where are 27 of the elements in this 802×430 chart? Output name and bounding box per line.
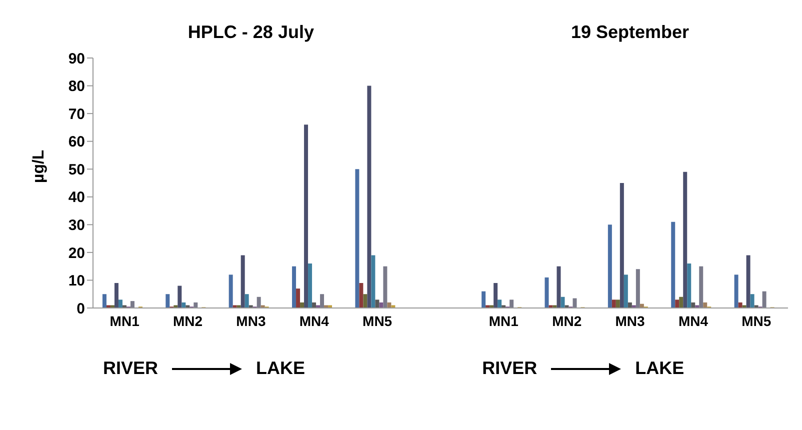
x-tick-label: MN5 <box>742 312 772 329</box>
y-tick-label: 90 <box>68 50 85 68</box>
x-tick-label: MN5 <box>362 312 392 329</box>
x-tick-label: MN3 <box>236 312 266 329</box>
y-tick-label: 30 <box>68 216 85 234</box>
x-tick-label: MN3 <box>615 312 646 329</box>
y-tick-label: 40 <box>68 189 85 206</box>
text: LAKE <box>635 358 684 379</box>
y-tick-label: 70 <box>68 106 85 123</box>
x-tick-label: MN1 <box>488 312 519 329</box>
y-tick-label: 50 <box>68 161 85 178</box>
x-tick-label: MN4 <box>678 312 708 329</box>
y-tick-label: 10 <box>68 272 85 290</box>
x-tick-label: MN2 <box>552 312 582 329</box>
x-tick-label: MN2 <box>172 312 203 329</box>
x-tick-label: MN1 <box>110 312 140 329</box>
text: RIVER <box>103 358 158 379</box>
text: RIVER <box>482 358 538 379</box>
text: LAKE <box>256 358 306 379</box>
y-tick-label: 60 <box>68 134 85 151</box>
y-tick-label: 20 <box>68 244 85 262</box>
x-tick-label: MN4 <box>299 312 330 329</box>
text: HPLC - 28 July <box>186 22 315 43</box>
text: 19 September <box>570 22 690 43</box>
y-tick-label: 80 <box>68 78 85 96</box>
y-axis-title: µg/L <box>30 150 48 183</box>
y-tick-label: 0 <box>76 300 85 318</box>
